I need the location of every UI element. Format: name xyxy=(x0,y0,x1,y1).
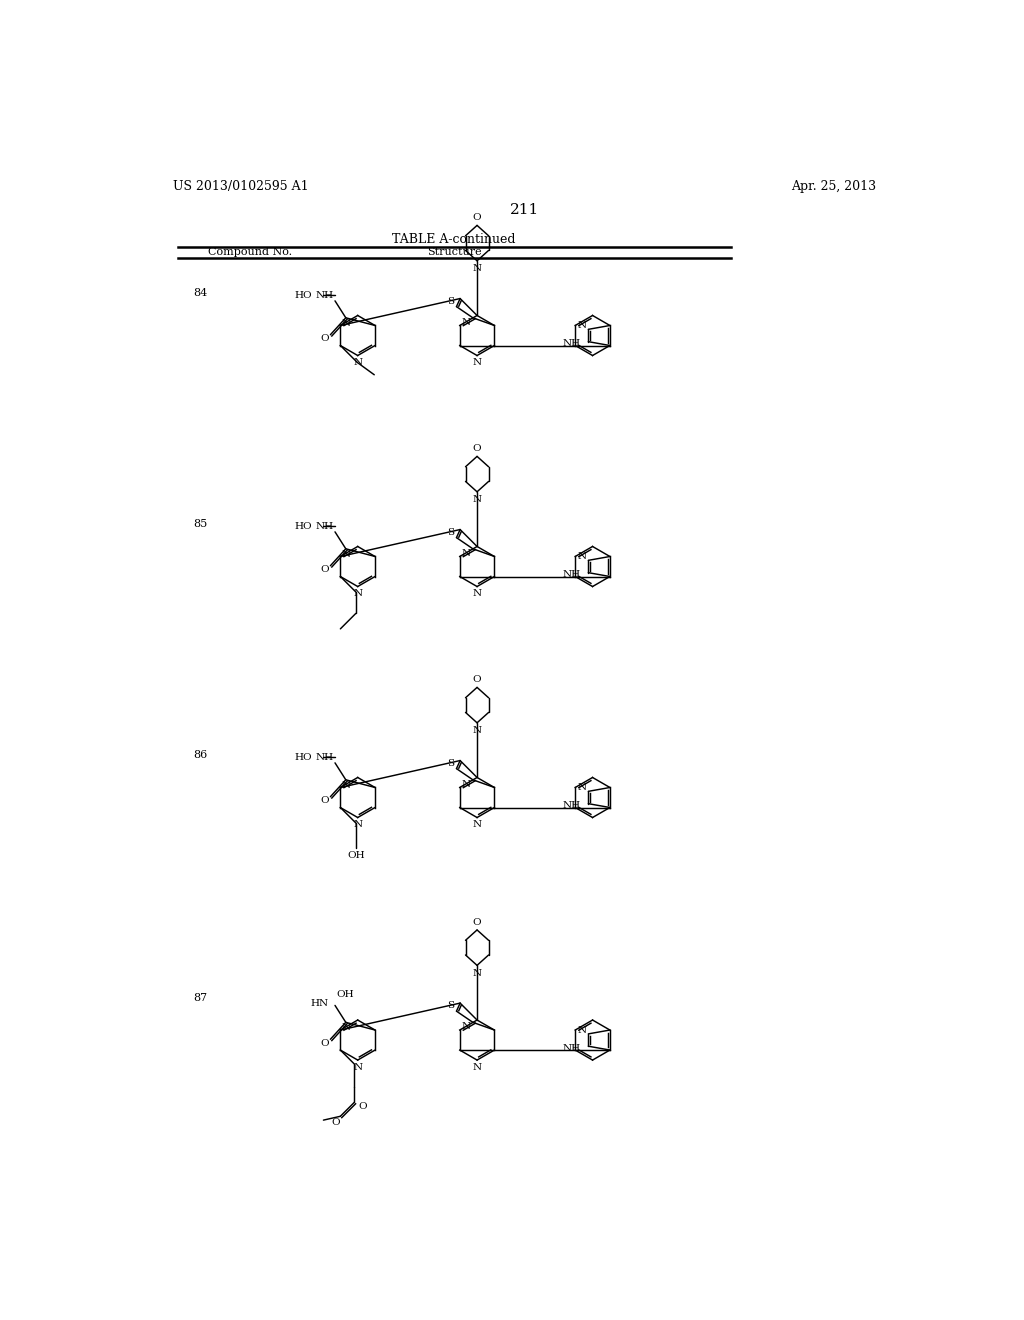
Text: Structure: Structure xyxy=(427,247,481,257)
Text: 87: 87 xyxy=(194,993,208,1003)
Text: N: N xyxy=(472,726,481,735)
Text: N: N xyxy=(353,358,362,367)
Text: HO: HO xyxy=(294,290,312,300)
Text: NH: NH xyxy=(562,570,581,579)
Text: O: O xyxy=(319,796,329,805)
Text: O: O xyxy=(319,334,329,343)
Text: S: S xyxy=(446,1002,454,1010)
Text: 84: 84 xyxy=(194,288,208,298)
Text: NH: NH xyxy=(562,801,581,810)
Text: NH: NH xyxy=(562,339,581,348)
Text: HN: HN xyxy=(310,999,329,1007)
Text: N: N xyxy=(462,318,470,327)
Text: N: N xyxy=(353,1063,362,1072)
Text: N: N xyxy=(342,549,351,558)
Text: O: O xyxy=(473,214,481,222)
Text: N: N xyxy=(353,589,362,598)
Text: O: O xyxy=(473,445,481,453)
Text: N: N xyxy=(472,820,481,829)
Text: N: N xyxy=(462,1023,470,1031)
Text: OH: OH xyxy=(337,990,354,999)
Text: O: O xyxy=(319,565,329,574)
Text: 86: 86 xyxy=(194,750,208,760)
Text: NH: NH xyxy=(315,752,334,762)
Text: NH: NH xyxy=(315,521,334,531)
Text: N: N xyxy=(342,780,351,789)
Text: S: S xyxy=(446,759,454,768)
Text: N: N xyxy=(472,969,481,978)
Text: S: S xyxy=(446,528,454,537)
Text: N: N xyxy=(462,780,470,789)
Text: S: S xyxy=(446,297,454,306)
Text: N: N xyxy=(472,264,481,273)
Text: N: N xyxy=(342,1023,351,1032)
Text: N: N xyxy=(353,820,362,829)
Text: N: N xyxy=(472,358,481,367)
Text: N: N xyxy=(578,1026,587,1035)
Text: N: N xyxy=(578,321,587,330)
Text: N: N xyxy=(472,1063,481,1072)
Text: US 2013/0102595 A1: US 2013/0102595 A1 xyxy=(173,181,308,194)
Text: NH: NH xyxy=(315,290,334,300)
Text: Compound No.: Compound No. xyxy=(208,247,292,257)
Text: N: N xyxy=(578,783,587,792)
Text: 211: 211 xyxy=(510,203,540,216)
Text: 85: 85 xyxy=(194,519,208,529)
Text: HO: HO xyxy=(294,521,312,531)
Text: N: N xyxy=(472,495,481,504)
Text: N: N xyxy=(578,552,587,561)
Text: HO: HO xyxy=(294,752,312,762)
Text: O: O xyxy=(473,676,481,684)
Text: O: O xyxy=(473,917,481,927)
Text: O: O xyxy=(332,1118,340,1127)
Text: TABLE A-continued: TABLE A-continued xyxy=(392,232,516,246)
Text: Apr. 25, 2013: Apr. 25, 2013 xyxy=(792,181,877,194)
Text: N: N xyxy=(462,549,470,558)
Text: N: N xyxy=(342,318,351,327)
Text: N: N xyxy=(472,589,481,598)
Text: O: O xyxy=(358,1102,367,1110)
Text: NH: NH xyxy=(562,1044,581,1053)
Text: O: O xyxy=(319,1039,329,1048)
Text: OH: OH xyxy=(347,851,365,859)
